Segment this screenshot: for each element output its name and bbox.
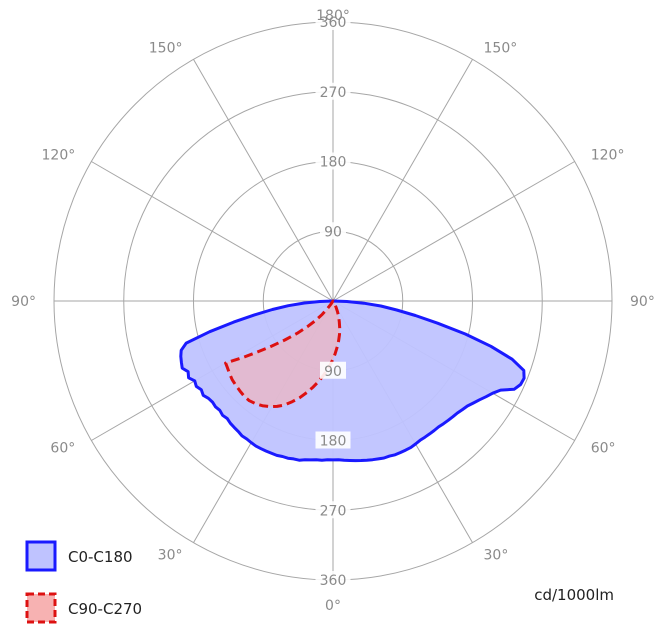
angle-label-120-left: 120° [42,148,76,164]
ring-label-upper-180-bg [315,152,351,170]
unit-label: cd/1000lm [534,586,614,604]
axis-labels: 90 90 180 180 270 270 360 360 0° 180° 30° 30° 60° 60°… [11,8,655,614]
ring-label-lower-360-bg [315,571,351,588]
grid-spoke-210 [193,59,334,302]
series-layer [179,299,526,463]
angle-label-180: 180° [316,8,350,24]
ring-label-lower-90-bg [320,361,346,379]
angle-label-30-left: 30° [158,548,183,564]
ring-label-upper-90: 90 [324,224,342,240]
series-c90-c270-curve [224,299,342,409]
grid-spoke-240 [91,161,334,302]
ring-label-upper-270-bg [315,82,351,100]
series-c0-c180-curve [179,299,526,463]
angle-label-90-left: 90° [11,294,36,310]
angle-label-150-right: 150° [484,40,518,56]
ring-label-upper-360: 360 [320,15,347,31]
angle-label-0: 0° [325,598,341,614]
grid-spoke-150 [332,59,473,302]
angle-label-90-right: 90° [630,294,655,310]
ring-label-lower-270: 270 [320,503,347,519]
ring-label-lower-90: 90 [324,364,342,380]
angle-label-60-right: 60° [591,441,616,457]
legend-label-c90-c270: C90-C270 [68,600,142,618]
angle-label-150-left: 150° [149,40,183,56]
legend-swatch-c90-c270 [25,592,57,624]
legend: C0-C180 C90-C270 [25,540,142,624]
ring-label-upper-270: 270 [320,85,347,101]
angle-label-60-left: 60° [50,441,75,457]
ring-label-upper-360-bg [315,13,351,30]
angle-label-30-right: 30° [484,548,509,564]
ring-label-lower-180-bg [315,431,351,449]
ring-label-upper-90-bg [320,222,346,240]
grid-spoke-120 [332,161,575,302]
ring-label-lower-180: 180 [320,434,347,450]
ring-label-lower-360: 360 [320,573,347,589]
ring-label-upper-180: 180 [320,155,347,171]
ring-label-lower-270-bg [315,501,351,519]
angle-label-120-right: 120° [591,148,625,164]
legend-swatch-c0-c180 [25,540,57,572]
legend-label-c0-c180: C0-C180 [68,548,133,566]
